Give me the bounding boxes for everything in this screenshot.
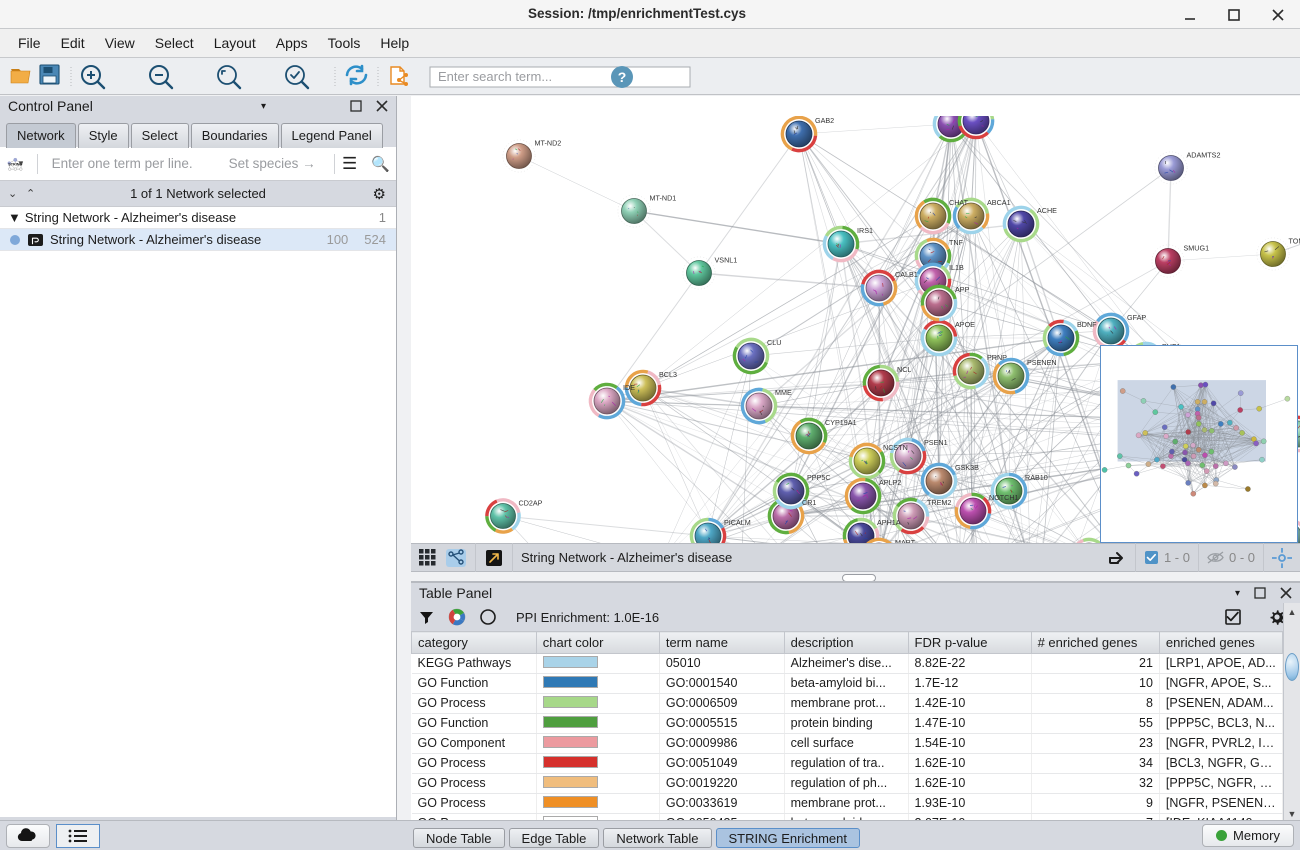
svg-text:MT-ND2: MT-ND2 — [535, 139, 562, 148]
svg-text:CYP19A1: CYP19A1 — [825, 418, 857, 427]
svg-text:Enter search term...: Enter search term... — [438, 69, 552, 84]
svg-text:ADAMTS2: ADAMTS2 — [1187, 151, 1221, 160]
svg-text:GFAP: GFAP — [1127, 313, 1146, 322]
svg-text:MME: MME — [775, 388, 792, 397]
svg-text:IDE: IDE — [623, 383, 635, 392]
svg-text:CD2AP: CD2AP — [519, 499, 543, 508]
svg-text:IL1B: IL1B — [949, 263, 964, 272]
svg-text:ABCA1: ABCA1 — [987, 198, 1011, 207]
svg-text:APOE: APOE — [955, 320, 975, 329]
svg-text:BCL3: BCL3 — [659, 370, 677, 379]
svg-text:RAB10: RAB10 — [1025, 473, 1048, 482]
svg-text:NOTCH1: NOTCH1 — [989, 493, 1019, 502]
svg-text:SMUG1: SMUG1 — [1184, 244, 1210, 253]
svg-text:CALB1: CALB1 — [895, 270, 918, 279]
svg-text:ACHE: ACHE — [1037, 206, 1057, 215]
svg-text:PICALM: PICALM — [724, 518, 751, 527]
svg-text:PSEN1: PSEN1 — [924, 438, 948, 447]
svg-text:CLU: CLU — [767, 338, 781, 347]
svg-text:GAB2: GAB2 — [815, 116, 834, 125]
svg-text:VSNL1: VSNL1 — [715, 256, 738, 265]
svg-text:TNF: TNF — [949, 238, 964, 247]
svg-text:?: ? — [618, 69, 627, 85]
svg-text:PRNP: PRNP — [987, 353, 1007, 362]
svg-text:NCL: NCL — [897, 365, 911, 374]
svg-text:TREM2: TREM2 — [927, 498, 951, 507]
svg-text:IRS1: IRS1 — [857, 226, 873, 235]
svg-text:NCSTN: NCSTN — [883, 443, 908, 452]
svg-text:APH1A: APH1A — [877, 518, 901, 527]
svg-text:TOMM40: TOMM40 — [1289, 237, 1300, 246]
svg-text:CHAT: CHAT — [949, 198, 969, 207]
svg-text:PSENEN: PSENEN — [1027, 358, 1057, 367]
svg-text:MT-ND1: MT-ND1 — [650, 194, 677, 203]
svg-text:PPP5C: PPP5C — [807, 473, 831, 482]
svg-text:APLP2: APLP2 — [879, 478, 901, 487]
svg-text:CR1: CR1 — [802, 498, 816, 507]
svg-text:GSK3B: GSK3B — [955, 463, 979, 472]
svg-text:APP: APP — [955, 285, 970, 294]
svg-text:BDNF: BDNF — [1077, 320, 1097, 329]
